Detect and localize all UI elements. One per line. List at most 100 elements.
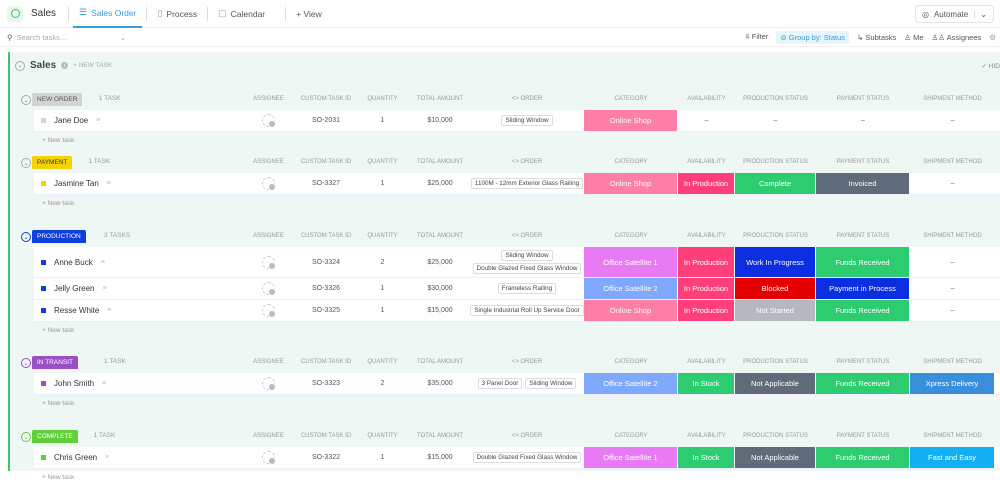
category-cell[interactable]: Online Shop (584, 300, 678, 321)
status-square-icon[interactable] (41, 308, 46, 313)
category-cell[interactable]: Office Satellite 1 (584, 247, 678, 277)
status-badge[interactable]: COMPLETE (32, 430, 78, 443)
space-icon[interactable] (7, 5, 23, 22)
payment-cell[interactable]: Funds Received (816, 373, 910, 394)
column-header[interactable]: TOTAL AMOUNT (417, 159, 463, 165)
order-chip[interactable]: Double Glazed Fixed Glass Window (472, 263, 582, 274)
task-name-cell[interactable]: Jane Doe ≡ (41, 110, 100, 131)
column-header[interactable]: QUANTITY (367, 359, 398, 365)
column-header[interactable]: SHIPMENT METHOD (923, 433, 982, 439)
table-row[interactable]: Jasmine Tan ≡ SO-3327 1 $25,000 1100M - 12mm … (34, 173, 1000, 195)
status-badge[interactable]: IN TRANSIT (32, 356, 78, 369)
column-header[interactable]: CATEGORY (614, 359, 648, 365)
add-assignee-icon[interactable] (262, 255, 276, 270)
order-cell[interactable]: Sliding Window (470, 110, 584, 131)
column-header[interactable]: PRODUCTION STATUS (743, 433, 808, 439)
category-cell[interactable]: Office Satellite 2 (584, 278, 678, 299)
column-header[interactable]: PAYMENT STATUS (836, 159, 890, 165)
payment-cell[interactable]: Funds Received (816, 247, 910, 277)
availability-cell[interactable]: – (704, 117, 709, 124)
order-chip[interactable]: Single Industrial Roll Up Service Door (470, 305, 584, 316)
order-cell[interactable]: Single Industrial Roll Up Service Door (470, 300, 584, 321)
column-header[interactable]: QUANTITY (367, 159, 398, 165)
production-cell[interactable]: Complete (735, 173, 816, 194)
task-name-cell[interactable]: Chris Green ≡ (41, 447, 109, 468)
availability-cell[interactable]: In Stock (678, 373, 735, 394)
shipment-cell[interactable]: – (950, 307, 955, 314)
status-badge[interactable]: PAYMENT (32, 156, 73, 169)
group-by-button[interactable]: ⊜ Group by: Status (776, 30, 850, 44)
table-row[interactable]: Jelly Green ≡ SO-3326 1 $30,000 Frameless Rai… (34, 278, 1000, 300)
shipment-cell[interactable]: – (950, 117, 955, 124)
collapse-group-icon[interactable]: ⌄ (21, 358, 31, 368)
task-name[interactable]: Chris Green (54, 453, 98, 462)
task-name-cell[interactable]: Jelly Green ≡ (41, 278, 107, 299)
column-header[interactable]: <> ORDER (511, 96, 543, 102)
shipment-cell[interactable]: – (950, 180, 955, 187)
column-header[interactable]: QUANTITY (367, 96, 398, 102)
order-chip[interactable]: 3 Panel Door (477, 378, 523, 389)
status-square-icon[interactable] (41, 118, 46, 123)
production-cell[interactable]: – (773, 117, 778, 124)
column-header[interactable]: AVAILABILITY (687, 159, 726, 165)
column-header[interactable]: PRODUCTION STATUS (743, 96, 808, 102)
chevron-down-icon[interactable]: ⌄ (119, 32, 126, 42)
column-header[interactable]: ASSIGNEE (253, 359, 284, 365)
production-cell[interactable]: Not Applicable (735, 373, 816, 394)
table-row[interactable]: John Smith ≡ SO-3323 2 $35,000 3 Panel Door Sl… (34, 373, 1000, 395)
availability-cell[interactable]: In Production (678, 173, 735, 194)
collapse-group-icon[interactable]: ⌄ (21, 95, 31, 105)
column-header[interactable]: ASSIGNEE (253, 96, 284, 102)
column-header[interactable]: PRODUCTION STATUS (743, 359, 808, 365)
tab-process[interactable]: ▯ Process (151, 0, 203, 28)
assignee-cell[interactable] (240, 373, 297, 394)
new-task-button[interactable]: + New task (42, 399, 75, 407)
payment-cell[interactable]: Funds Received (816, 300, 910, 321)
task-name-cell[interactable]: Jasmine Tan ≡ (41, 173, 111, 194)
order-chip[interactable]: Double Glazed Fixed Glass Window (472, 452, 582, 463)
assignees-button[interactable]: ♙♙ Assignees (932, 33, 982, 42)
status-badge[interactable]: PRODUCTION (32, 230, 86, 243)
new-task-button[interactable]: + NEW TASK (73, 62, 113, 69)
category-cell[interactable]: Office Satellite 1 (584, 447, 678, 468)
availability-cell[interactable]: In Production (678, 300, 735, 321)
column-header[interactable]: CUSTOM TASK ID (300, 159, 352, 165)
add-assignee-icon[interactable] (262, 451, 276, 465)
add-assignee-icon[interactable] (262, 177, 276, 191)
column-header[interactable]: AVAILABILITY (687, 233, 726, 239)
status-square-icon[interactable] (41, 259, 46, 265)
add-assignee-icon[interactable] (262, 377, 276, 391)
column-header[interactable]: ASSIGNEE (253, 433, 284, 439)
add-assignee-icon[interactable] (262, 114, 276, 128)
task-name[interactable]: Anne Buck (54, 257, 93, 267)
availability-cell[interactable]: In Production (678, 247, 735, 277)
collapse-group-icon[interactable]: ⌄ (21, 232, 31, 242)
tab-calendar[interactable]: ▢ Calendar (212, 0, 271, 28)
new-task-button[interactable]: + New task (42, 199, 75, 207)
column-header[interactable]: <> ORDER (511, 233, 543, 239)
column-header[interactable]: CATEGORY (614, 96, 648, 102)
collapse-group-icon[interactable]: ⌄ (21, 432, 31, 442)
column-header[interactable]: CATEGORY (614, 433, 648, 439)
column-header[interactable]: CATEGORY (614, 159, 648, 165)
table-row[interactable]: Jane Doe ≡ SO-2031 1 $10,000 Sliding Window On… (34, 110, 1000, 132)
payment-cell[interactable]: Funds Received (816, 447, 910, 468)
column-header[interactable]: TOTAL AMOUNT (417, 359, 463, 365)
column-header[interactable]: CUSTOM TASK ID (300, 433, 352, 439)
shipment-cell[interactable]: Xpress Delivery (910, 373, 995, 394)
column-header[interactable]: ASSIGNEE (253, 159, 284, 165)
add-assignee-icon[interactable] (262, 282, 276, 296)
column-header[interactable]: PRODUCTION STATUS (743, 159, 808, 165)
category-cell[interactable]: Online Shop (584, 110, 678, 131)
availability-cell[interactable]: In Production (678, 278, 735, 299)
status-square-icon[interactable] (41, 286, 46, 291)
task-name[interactable]: Jelly Green (54, 284, 95, 293)
column-header[interactable]: QUANTITY (367, 433, 398, 439)
column-header[interactable]: SHIPMENT METHOD (923, 359, 982, 365)
column-header[interactable]: TOTAL AMOUNT (417, 233, 463, 239)
task-name-cell[interactable]: Resse White ≡ (41, 300, 111, 321)
order-chip[interactable]: Sliding Window (501, 250, 553, 261)
info-icon[interactable]: i (61, 62, 69, 69)
filter-button[interactable]: ⩩ Filter (746, 32, 769, 42)
shipment-cell[interactable]: – (950, 258, 955, 266)
